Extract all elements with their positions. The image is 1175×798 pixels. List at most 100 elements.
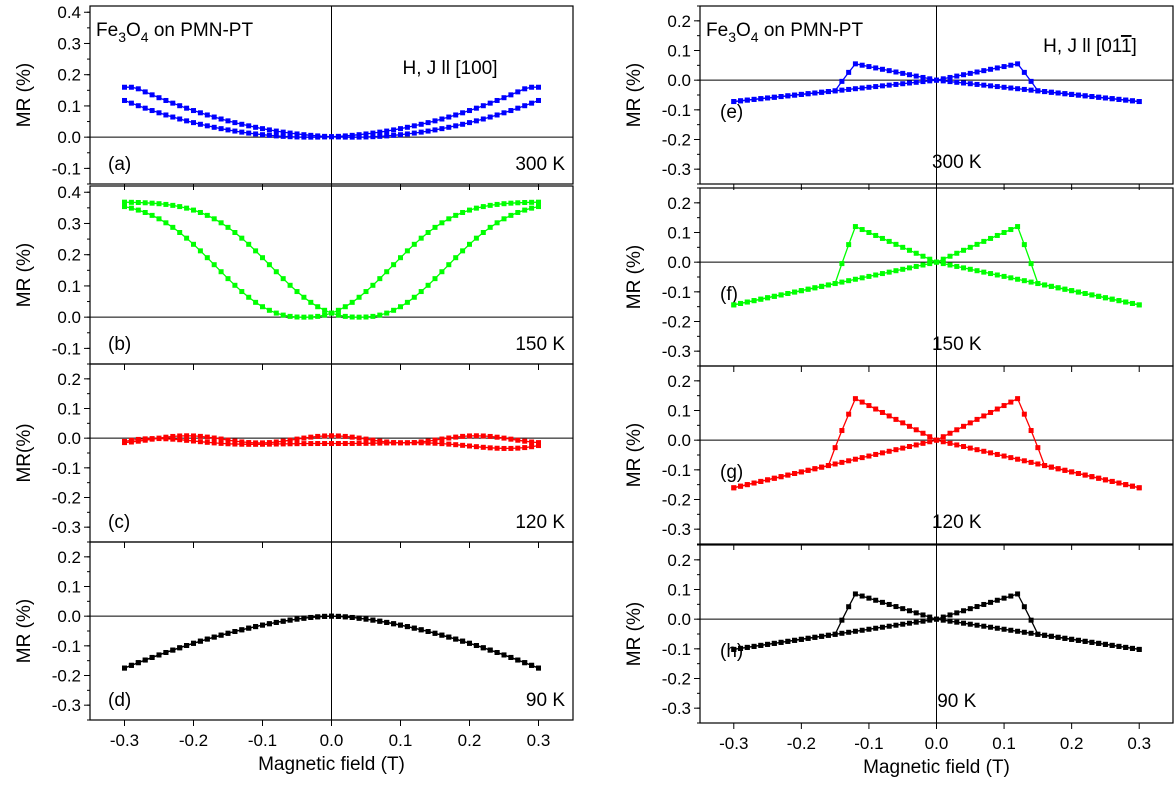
- data-point: [994, 84, 1000, 90]
- data-point: [246, 294, 252, 300]
- data-point: [177, 103, 183, 109]
- data-point: [522, 86, 528, 92]
- y-tick-label: -0.1: [52, 459, 81, 478]
- data-point: [508, 445, 514, 451]
- data-point: [1008, 455, 1014, 461]
- data-point: [744, 97, 750, 103]
- data-point: [1082, 290, 1088, 296]
- data-point: [122, 438, 127, 444]
- panel-letter: (d): [108, 690, 131, 711]
- data-point: [954, 427, 960, 433]
- data-point: [170, 647, 176, 653]
- data-point: [280, 618, 286, 624]
- y-tick-label: 0.1: [57, 97, 81, 116]
- y-tick-label: 0.0: [667, 610, 691, 629]
- data-point: [832, 631, 838, 637]
- data-point: [432, 118, 438, 124]
- y-tick-label: -0.1: [662, 283, 691, 302]
- data-point: [280, 133, 286, 139]
- data-point: [852, 396, 858, 402]
- data-point: [988, 624, 994, 630]
- data-point: [287, 282, 293, 288]
- data-point: [225, 630, 231, 636]
- data-point: [832, 461, 838, 467]
- data-point: [839, 459, 845, 465]
- data-point: [494, 220, 500, 226]
- data-point: [253, 131, 259, 137]
- chart-group-right: 0.20.10.0-0.1-0.2-0.3MR (%) (e)300 K0.20.…: [624, 5, 1174, 778]
- data-point: [163, 436, 169, 442]
- data-point: [260, 441, 265, 447]
- data-point: [418, 627, 424, 633]
- y-tick-label: 0.0: [667, 431, 691, 450]
- data-point: [197, 638, 203, 644]
- data-point: [1136, 99, 1142, 105]
- sample-name-part: O: [736, 20, 751, 41]
- field-label-end: ]: [1132, 36, 1137, 57]
- data-point: [197, 433, 203, 439]
- data-point: [473, 444, 479, 450]
- data-point: [927, 261, 933, 267]
- data-point: [981, 601, 987, 607]
- data-point: [239, 289, 245, 295]
- data-point: [1021, 69, 1027, 75]
- data-point: [1001, 273, 1007, 279]
- data-point: [439, 116, 445, 122]
- data-point: [893, 416, 899, 422]
- data-point: [280, 438, 286, 444]
- data-point: [1048, 283, 1054, 289]
- data-point: [273, 269, 279, 275]
- data-point: [370, 440, 376, 446]
- data-point: [342, 433, 348, 439]
- data-point: [356, 294, 362, 300]
- data-point: [494, 434, 500, 440]
- temperature-label: 150 K: [515, 334, 565, 355]
- data-point: [893, 622, 899, 628]
- data-point: [1021, 629, 1027, 635]
- data-point: [988, 83, 994, 89]
- data-point: [805, 467, 811, 473]
- y-tick-label: 0.2: [667, 551, 691, 570]
- data-point: [342, 440, 348, 446]
- data-point: [425, 629, 431, 635]
- data-point: [879, 271, 885, 277]
- data-point: [287, 441, 293, 447]
- data-point: [122, 97, 127, 103]
- data-point: [988, 271, 994, 277]
- data-point: [765, 295, 771, 301]
- data-point: [974, 241, 980, 247]
- data-point: [1035, 631, 1041, 637]
- data-point: [487, 114, 493, 120]
- temperature-label: 120 K: [932, 512, 982, 533]
- data-point: [866, 626, 872, 632]
- data-point: [893, 69, 899, 75]
- data-point: [287, 437, 293, 443]
- data-point: [363, 134, 369, 140]
- data-point: [1042, 282, 1048, 288]
- data-point: [859, 62, 865, 68]
- data-point: [893, 81, 899, 87]
- data-point: [191, 640, 196, 646]
- data-point: [839, 279, 845, 285]
- data-point: [184, 235, 190, 241]
- data-point: [879, 409, 885, 415]
- data-point: [522, 660, 528, 666]
- y-tick-label: -0.1: [662, 640, 691, 659]
- data-point: [432, 224, 438, 230]
- data-point: [232, 629, 238, 635]
- data-point: [852, 591, 858, 597]
- data-point: [149, 200, 155, 206]
- data-point: [981, 623, 987, 629]
- data-point: [163, 220, 169, 226]
- data-point: [404, 131, 410, 137]
- data-point: [852, 224, 858, 230]
- panel-a: 0.4 0.3 0.2 0.1 0.0 -0.1 MR (%) (a) 300 K: [14, 3, 574, 190]
- data-point: [920, 79, 926, 85]
- data-point: [1116, 643, 1122, 649]
- data-point: [893, 447, 899, 453]
- data-point: [322, 441, 328, 447]
- data-point: [1089, 639, 1095, 645]
- data-point: [536, 443, 541, 449]
- x-tick-label: 0.3: [527, 731, 551, 750]
- data-point: [859, 275, 865, 281]
